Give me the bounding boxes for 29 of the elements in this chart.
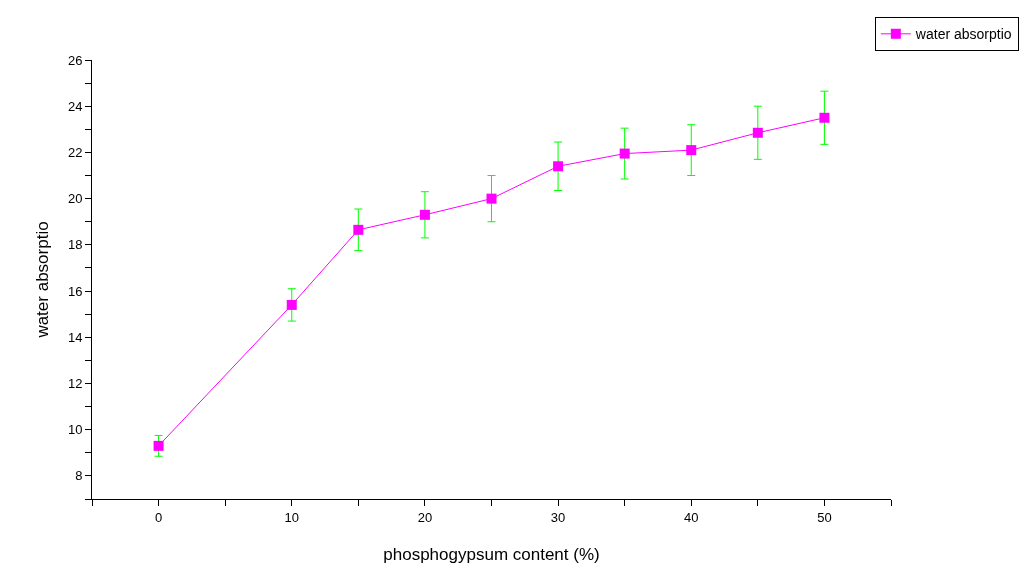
point [819,112,830,123]
y-tick-label: 12 [67,376,83,392]
x-tick-label: 40 [684,509,699,525]
point [419,209,430,220]
point [153,440,164,451]
point [286,299,297,310]
point [486,193,497,204]
x-axis-title: phosphogypsum content (%) [383,545,600,564]
point [619,148,630,159]
x-tick-label: 50 [817,509,832,525]
x-tick-label: 0 [154,509,163,525]
point [553,161,564,172]
y-axis-title: water absorptio [33,221,52,339]
y-tick-label: 8 [75,468,83,484]
y-tick-label: 18 [67,237,83,253]
y-tick-label: 10 [67,422,83,438]
y-tick-label: 20 [67,191,83,207]
x-tick-label: 20 [417,509,433,525]
y-tick-label: 16 [67,283,83,299]
x-tick-label: 30 [550,509,566,525]
x-tick-label: 10 [284,509,299,525]
point [353,224,364,235]
point [686,145,697,156]
legend-label: water absorptio [914,26,1012,43]
y-tick-label: 24 [67,98,83,114]
point [752,127,763,138]
y-tick-label: 22 [67,144,83,160]
y-tick-label: 26 [67,52,83,68]
y-tick-label: 14 [67,329,83,345]
